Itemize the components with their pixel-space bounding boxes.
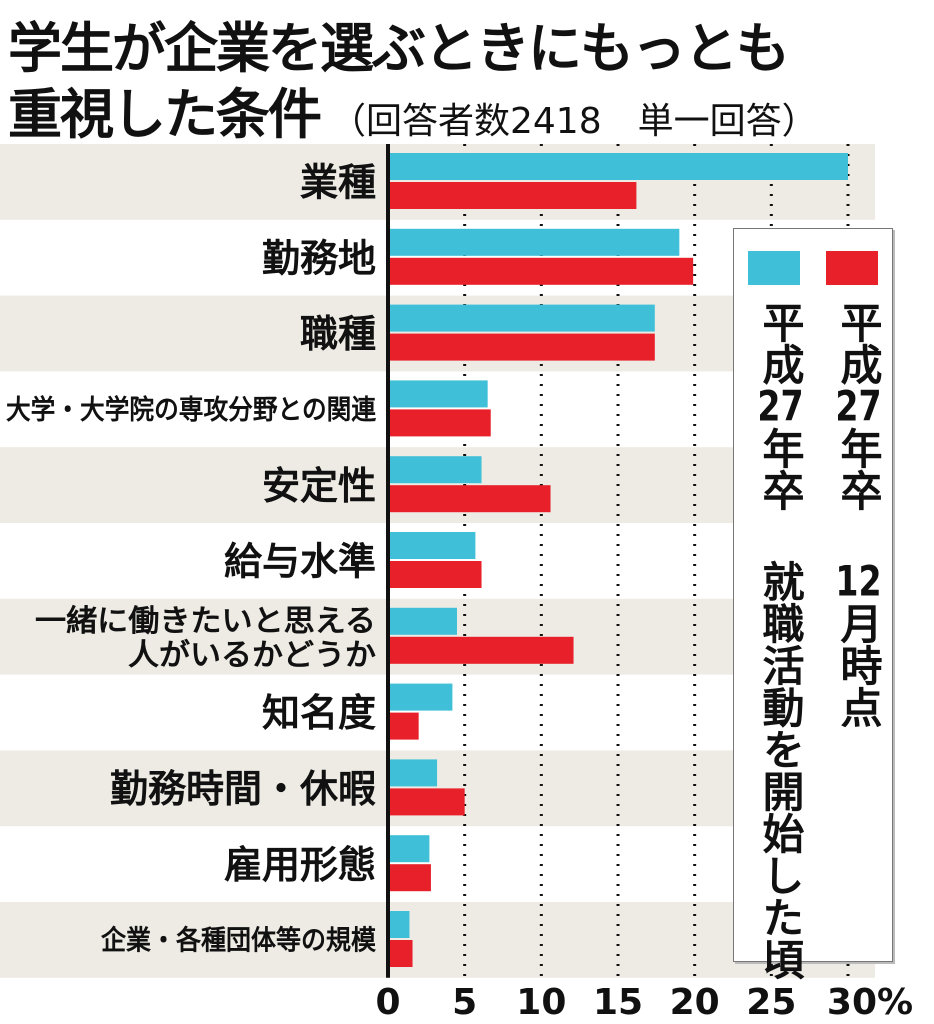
category-label: 大学・大学院の専攻分野との関連 — [6, 394, 377, 426]
category-label: 人がいるかどうか — [128, 638, 376, 673]
bar-2-10 — [388, 864, 431, 892]
row-shading — [0, 902, 875, 978]
bar-1-6 — [388, 532, 476, 559]
x-tick-label: 5 — [452, 982, 477, 1023]
category-label: 勤務地 — [262, 236, 376, 280]
category-label: 企業・各種団体等の規模 — [101, 925, 376, 957]
chart-subtitle: （回答者数2418 単一回答） — [330, 101, 818, 142]
legend-swatch-series-2 — [826, 251, 878, 285]
bar-1-9 — [388, 759, 438, 787]
bar-2-1 — [388, 182, 637, 209]
bar-2-3 — [388, 333, 655, 361]
legend: 平成27年卒 就職活動を開始した頃 平成27年卒 12月時点 — [733, 228, 893, 980]
bar-1-8 — [388, 683, 453, 711]
x-tick-label: 10 — [516, 982, 566, 1023]
bar-2-11 — [388, 940, 413, 967]
category-label: 知名度 — [262, 691, 376, 735]
bar-1-10 — [388, 835, 430, 863]
bar-1-7 — [388, 607, 457, 635]
bar-2-7 — [388, 636, 574, 664]
bar-2-8 — [388, 712, 419, 740]
x-tick-label: 30% — [827, 982, 913, 1023]
chart-title-line2-text: 重視した条件 — [8, 83, 322, 146]
category-label: 業種 — [300, 161, 376, 205]
bar-1-5 — [388, 456, 482, 484]
x-tick-label: 15 — [593, 982, 643, 1023]
bar-2-9 — [388, 788, 465, 816]
x-tick-label: 20 — [670, 982, 720, 1023]
legend-number: 27 — [835, 385, 882, 427]
bar-1-2 — [388, 228, 680, 256]
chart-title-line2: 重視した条件 （回答者数2418 単一回答） — [8, 70, 818, 149]
legend-number: 27 — [757, 385, 804, 427]
bar-2-5 — [388, 485, 551, 513]
chart-title-line1: 学生が企業を選ぶときにもっとも — [8, 17, 790, 80]
bar-1-11 — [388, 911, 410, 938]
legend-swatch-series-1 — [748, 251, 800, 285]
category-label: 勤務時間・休暇 — [110, 767, 376, 811]
bar-2-2 — [388, 257, 694, 285]
category-label: 安定性 — [262, 464, 376, 508]
category-label: 給与水準 — [224, 540, 376, 584]
legend-label-series-1: 平成27年卒 就職活動を開始した頃 — [756, 301, 805, 980]
bar-2-6 — [388, 561, 482, 588]
bar-1-4 — [388, 380, 488, 408]
bar-2-4 — [388, 409, 491, 437]
bar-1-1 — [388, 153, 848, 180]
bar-1-3 — [388, 304, 655, 332]
legend-number: 12 — [835, 560, 882, 602]
category-label: 職種 — [300, 312, 376, 356]
category-label: 雇用形態 — [224, 843, 376, 887]
x-tick-label: 0 — [375, 982, 400, 1023]
category-label: 一緒に働きたいと思える — [35, 604, 376, 639]
x-tick-label: 25 — [746, 982, 796, 1023]
legend-label-series-2: 平成27年卒 12月時点 — [834, 301, 883, 728]
